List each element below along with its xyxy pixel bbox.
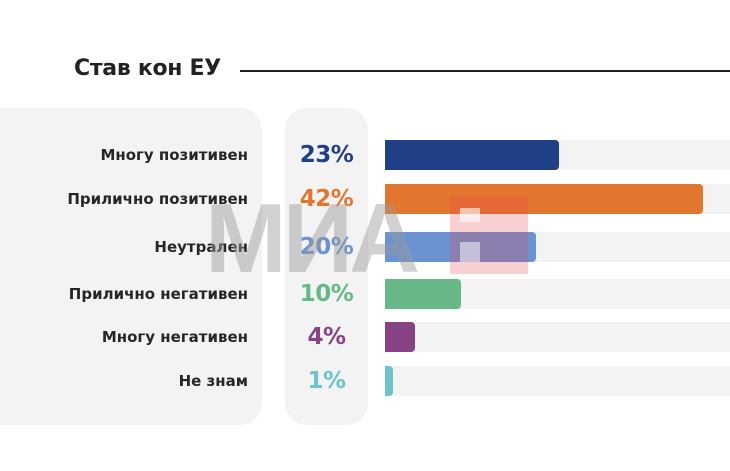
bar <box>385 322 416 352</box>
bar <box>385 184 703 214</box>
value-label: 42% <box>299 186 354 212</box>
value-label: 10% <box>299 281 354 307</box>
chart-title: Став кон ЕУ <box>74 56 221 81</box>
title-divider <box>240 70 730 72</box>
category-label: Неутрален <box>154 238 248 256</box>
bar <box>385 279 461 309</box>
bar-track <box>385 366 730 396</box>
category-label: Прилично негативен <box>68 285 248 303</box>
percent-panel <box>285 108 368 425</box>
value-label: 23% <box>299 142 354 168</box>
bar <box>385 232 537 262</box>
value-label: 20% <box>299 234 354 260</box>
category-label: Не знам <box>178 372 248 390</box>
bar <box>385 366 393 396</box>
category-label-panel <box>0 108 262 425</box>
value-label: 1% <box>307 368 346 394</box>
category-label: Многу негативен <box>101 328 248 346</box>
category-label: Прилично позитивен <box>67 190 248 208</box>
bar <box>385 140 560 170</box>
category-label: Многу позитивен <box>100 146 248 164</box>
bar-track <box>385 322 730 352</box>
value-label: 4% <box>307 324 346 350</box>
